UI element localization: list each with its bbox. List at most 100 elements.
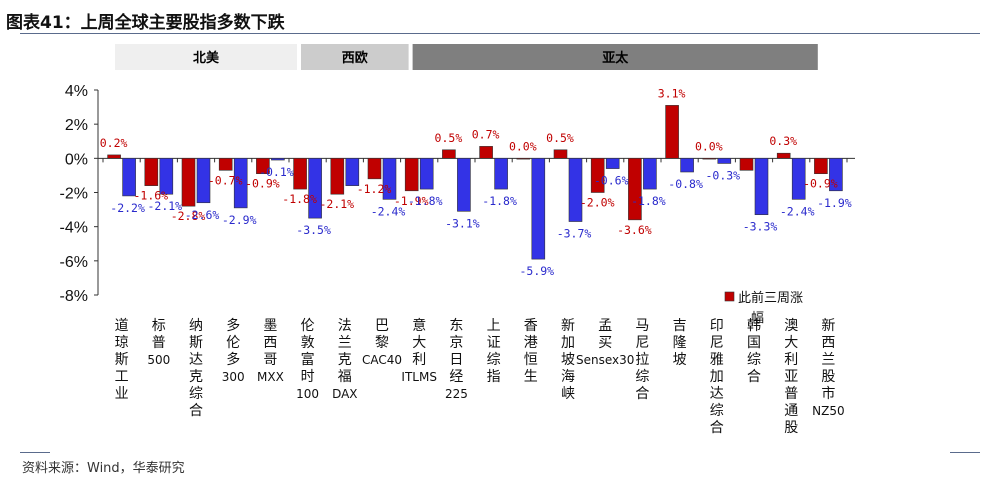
- data-label-prev3w: 3.1%: [658, 86, 686, 100]
- x-category-label: 东京日经 225: [445, 318, 468, 401]
- bar-prev3w: [330, 158, 345, 195]
- bar-lastweek: [419, 158, 434, 190]
- data-label-lastweek: -3.5%: [296, 223, 331, 237]
- bar-lastweek: [457, 158, 471, 212]
- bar-lastweek: [643, 158, 657, 190]
- x-category-label: 香港恒生: [524, 318, 538, 385]
- region-label-2: 亚太: [602, 50, 629, 66]
- data-label-prev3w: -2.0%: [580, 196, 615, 210]
- data-label-lastweek: -2.1%: [147, 199, 182, 213]
- data-label-prev3w: 0.0%: [509, 139, 537, 153]
- x-category-label: 法兰克福 DAX: [332, 318, 357, 401]
- data-label-lastweek: -2.6%: [185, 208, 220, 222]
- source-note: 资料来源：Wind，华泰研究: [22, 461, 185, 476]
- bar-lastweek: [605, 158, 620, 169]
- bar-lastweek: [308, 158, 322, 219]
- legend-swatch: [724, 291, 735, 302]
- bar-lastweek: [233, 158, 248, 209]
- data-label-lastweek: -0.6%: [594, 174, 629, 188]
- data-label-lastweek: -3.1%: [445, 216, 480, 230]
- bar-prev3w: [256, 158, 270, 175]
- x-category-label: 多伦多 300: [222, 317, 245, 384]
- bottom-rule-left: [20, 452, 50, 453]
- bar-lastweek: [829, 158, 843, 192]
- bar-prev3w: [442, 149, 456, 159]
- data-label-lastweek: -3.3%: [743, 220, 778, 234]
- data-label-lastweek: -3.7%: [557, 227, 592, 241]
- bar-prev3w: [628, 158, 642, 221]
- data-label-lastweek: -2.4%: [780, 204, 815, 218]
- region-label-0: 北美: [193, 50, 220, 66]
- x-category-label: 马尼拉综合: [635, 318, 649, 402]
- y-tick-label: -6%: [60, 254, 88, 271]
- data-label-prev3w: -1.6%: [133, 189, 168, 203]
- bar-prev3w: [590, 158, 605, 193]
- x-category-label: 标普 500: [147, 318, 170, 367]
- x-category-label: 道琼斯工业: [115, 318, 129, 402]
- x-category-label: 伦敦富时 100: [296, 318, 319, 401]
- data-label-prev3w: -2.8%: [171, 209, 206, 223]
- data-label-lastweek: -0.1%: [259, 165, 294, 179]
- bar-lastweek: [345, 158, 360, 186]
- data-label-prev3w: 0.5%: [435, 131, 463, 145]
- bottom-rule-right: [950, 452, 980, 453]
- legend-label-wrap: 幅: [751, 311, 764, 326]
- data-label-lastweek: -0.8%: [668, 177, 703, 191]
- data-label-lastweek: -2.4%: [371, 204, 406, 218]
- data-label-lastweek: -1.8%: [408, 194, 443, 208]
- x-category-label: 墨西哥 MXX: [257, 318, 284, 384]
- data-label-lastweek: -5.9%: [519, 264, 554, 278]
- x-category-label: 纳斯达克综合: [189, 318, 203, 419]
- y-tick-label: -2%: [60, 186, 88, 203]
- data-label-prev3w: -0.7%: [208, 173, 243, 187]
- bar-lastweek: [680, 158, 694, 173]
- bar-prev3w: [553, 149, 568, 159]
- bar-lastweek: [754, 158, 769, 216]
- data-label-lastweek: -2.2%: [110, 201, 145, 215]
- bar-prev3w: [516, 158, 531, 160]
- region-header-0: [115, 44, 297, 70]
- bar-lastweek: [271, 158, 285, 161]
- data-label-prev3w: 0.2%: [100, 136, 128, 150]
- bar-lastweek: [717, 158, 732, 164]
- x-category-label: 新加坡海峡: [561, 318, 575, 402]
- bar-prev3w: [144, 158, 159, 186]
- bar-prev3w: [776, 152, 791, 159]
- x-category-label: 印尼雅加达综合: [710, 318, 724, 436]
- data-label-prev3w: 0.0%: [695, 139, 723, 153]
- bar-lastweek: [791, 158, 806, 200]
- x-category-label: 吉隆坡: [673, 318, 687, 368]
- data-label-lastweek: -0.3%: [705, 168, 740, 182]
- y-tick-label: -4%: [60, 220, 88, 237]
- bar-lastweek: [159, 158, 174, 195]
- title-rule: [20, 33, 980, 34]
- data-label-prev3w: -0.9%: [245, 177, 280, 191]
- chart: 北美 西欧 亚太 4% 2% 0% -2% -4% -6% -8% 0.2% -2.2% 道琼斯工业 -1…: [60, 44, 855, 436]
- x-category-label: 新西兰股市 NZ50: [812, 318, 844, 418]
- bar-prev3w: [739, 158, 754, 171]
- x-category-label: 澳大利亚普通股: [784, 318, 798, 436]
- bar-lastweek: [568, 158, 583, 222]
- bar-prev3w: [814, 158, 828, 175]
- data-label-prev3w: -0.9%: [803, 177, 838, 191]
- bar-prev3w: [665, 105, 679, 159]
- bar-lastweek: [494, 158, 508, 190]
- y-tick-label: -8%: [60, 288, 88, 305]
- y-tick-label: 2%: [65, 117, 88, 134]
- data-label-prev3w: -1.8%: [282, 192, 317, 206]
- data-label-prev3w: 0.7%: [472, 127, 500, 141]
- x-category-label: 上证综指: [487, 318, 501, 385]
- data-label-prev3w: 0.3%: [769, 134, 797, 148]
- figure-title: 图表41：上周全球主要股指多数下跌: [6, 13, 285, 33]
- region-label-1: 西欧: [342, 50, 368, 66]
- bar-prev3w: [404, 158, 419, 192]
- data-label-prev3w: -1.2%: [357, 182, 392, 196]
- bar-prev3w: [218, 158, 233, 171]
- data-label-prev3w: -1.9%: [394, 194, 429, 208]
- data-label-lastweek: -1.9%: [817, 196, 852, 210]
- bar-prev3w: [702, 158, 717, 160]
- bar-prev3w: [479, 146, 493, 159]
- data-label-prev3w: -2.1%: [319, 197, 354, 211]
- y-tick-label: 4%: [65, 83, 88, 100]
- legend-label: 此前三周涨: [738, 290, 803, 306]
